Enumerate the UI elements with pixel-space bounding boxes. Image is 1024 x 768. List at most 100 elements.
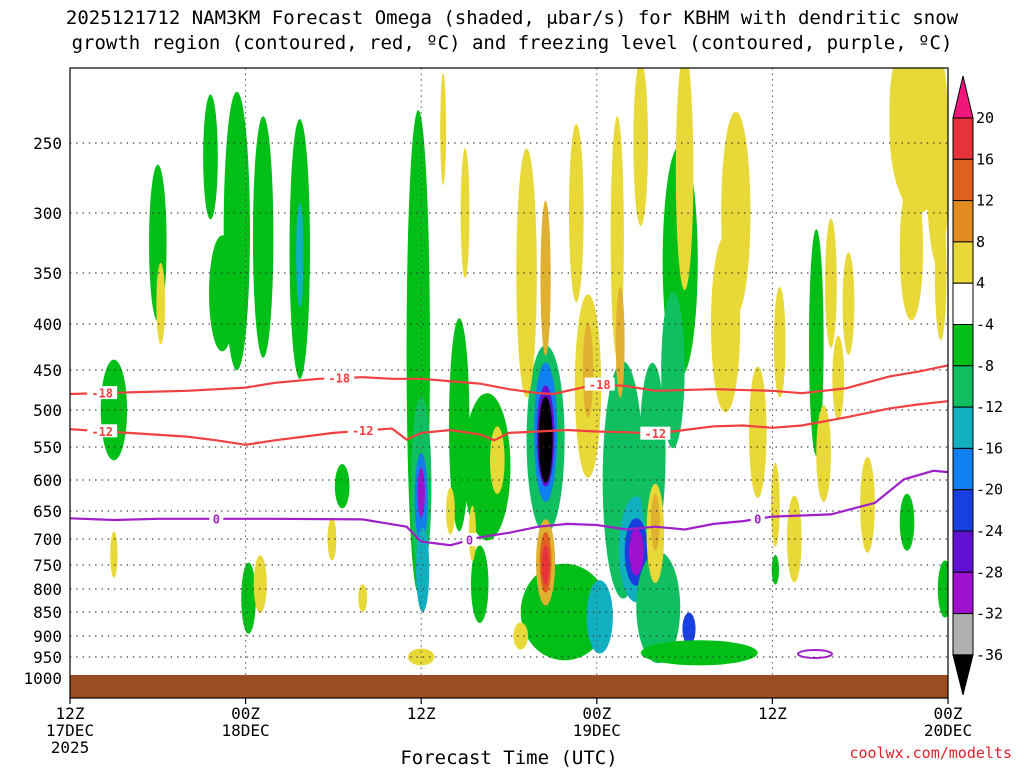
chart-title-line-1: 2025121712 NAM3KM Forecast Omega (shaded… <box>66 7 959 29</box>
omega-cell-69 <box>489 426 505 495</box>
omega-cell-61 <box>816 405 831 502</box>
y-tick-label: 400 <box>33 315 62 334</box>
x-tick-label: 00Z <box>582 704 611 723</box>
y-tick-label: 300 <box>33 204 62 223</box>
omega-cell-31 <box>640 640 758 666</box>
omega-cell-50 <box>650 493 660 551</box>
colorbar-box-5 <box>952 324 974 367</box>
omega-cell-3 <box>209 235 236 352</box>
colorbar-label: 16 <box>976 150 994 168</box>
omega-cell-7 <box>334 464 350 509</box>
contour-label-bg <box>87 386 118 400</box>
x-tick-label: 00Z <box>231 704 260 723</box>
contour-label: -18 <box>91 387 113 401</box>
y-tick-label: 250 <box>33 134 62 153</box>
colorbar-box-12 <box>952 613 974 656</box>
omega-cell-23 <box>586 580 613 654</box>
contour-label: 0 <box>754 512 761 526</box>
x-tick-label: 00Z <box>934 704 963 723</box>
omega-cell-59 <box>825 218 837 348</box>
contour-label: -18 <box>328 372 350 386</box>
colorbar-label: 20 <box>976 109 994 127</box>
contour-label: -12 <box>644 427 666 441</box>
omega-cell-77 <box>110 531 118 578</box>
colorbar-box-4 <box>952 282 974 326</box>
omega-cell-71 <box>440 73 447 185</box>
y-tick-label: 1000 <box>23 669 62 688</box>
omega-cell-1 <box>100 359 128 461</box>
colorbar-label: -20 <box>976 481 1003 499</box>
temperature-contours: -18 -18 -18 -12 -12 -12 0 0 0 <box>70 364 948 659</box>
chart-title-line-2: growth region (contoured, red, ºC) and f… <box>72 32 953 54</box>
colorbar-bottom-arrow <box>952 654 974 696</box>
omega-cell-21 <box>538 396 553 483</box>
x-tick-label: 12Z <box>407 704 436 723</box>
colorbar-top-arrow <box>952 75 974 119</box>
y-tick-label: 950 <box>33 648 62 667</box>
omega-cell-44 <box>568 123 584 303</box>
x-tick-label: 20DEC <box>924 721 972 740</box>
contour-label-bg <box>584 377 615 391</box>
omega-cell-75 <box>156 262 166 345</box>
x-tick-label: 18DEC <box>222 721 270 740</box>
contour-label-bg <box>209 511 224 525</box>
omega-cell-68 <box>889 68 913 164</box>
omega-cell-36 <box>937 560 948 618</box>
omega-cell-74 <box>513 622 529 650</box>
omega-cell-73 <box>446 487 455 535</box>
omega-cell-17 <box>470 545 489 623</box>
y-tick-label: 500 <box>33 401 62 420</box>
colorbar-label: -28 <box>976 563 1003 581</box>
omega-cell-43 <box>541 545 550 585</box>
omega-cell-9 <box>241 562 256 634</box>
contour-label-bg <box>640 426 671 440</box>
x-tick-label: 17DEC <box>46 721 94 740</box>
y-tick-label: 750 <box>33 556 62 575</box>
contour-line-0 <box>70 469 948 547</box>
contour-label-bg <box>462 533 477 547</box>
contour-label: -18 <box>589 378 611 392</box>
colorbar-label: -8 <box>976 357 994 375</box>
omega-cell-52 <box>675 68 694 291</box>
y-tick-label: 650 <box>33 502 62 521</box>
omega-cell-76 <box>253 555 267 613</box>
contour-label-bg <box>750 511 765 525</box>
omega-cell-8 <box>203 94 218 220</box>
contour-label: 0 <box>213 512 220 526</box>
omega-cell-72 <box>358 584 368 613</box>
x-axis-label: Forecast Time (UTC) <box>400 747 617 768</box>
omega-cell-35 <box>899 493 915 551</box>
colorbar-label: -24 <box>976 522 1003 540</box>
omega-cell-60 <box>832 335 845 421</box>
x-tick-label: 2025 <box>51 738 90 757</box>
contour-label: -12 <box>91 425 113 439</box>
colorbar-box-2 <box>952 200 974 243</box>
omega-cell-27 <box>628 528 644 576</box>
y-tick-label: 450 <box>33 361 62 380</box>
contour-label-bg <box>324 371 355 385</box>
colorbar: 20 16 12 8 4 -4 -8 -12 -16 -20 -24 -28 -32 -36 <box>952 75 1003 696</box>
omega-cell-39 <box>516 148 537 398</box>
colorbar-label: -32 <box>976 605 1003 623</box>
contour-label-bg <box>87 424 118 438</box>
colorbar-box-10 <box>952 530 974 573</box>
colorbar-box-0 <box>952 117 974 160</box>
source-credit: coolwx.com/modelts <box>849 744 1012 762</box>
y-tick-label: 700 <box>33 530 62 549</box>
omega-cell-58 <box>773 287 786 398</box>
contour-line--18 <box>70 364 948 396</box>
omega-cell-40 <box>540 200 551 356</box>
x-tick-label: 12Z <box>56 704 85 723</box>
colorbar-box-9 <box>952 489 974 532</box>
contour-label: 0 <box>466 534 473 548</box>
omega-cell-4 <box>252 116 274 358</box>
omega-cell-46 <box>582 322 594 418</box>
omega-cell-6 <box>296 202 304 308</box>
colorbar-label: -16 <box>976 439 1003 457</box>
colorbar-box-6 <box>952 365 974 408</box>
omega-cell-78 <box>327 517 337 561</box>
colorbar-box-7 <box>952 406 974 449</box>
omega-cell-37 <box>771 555 779 585</box>
